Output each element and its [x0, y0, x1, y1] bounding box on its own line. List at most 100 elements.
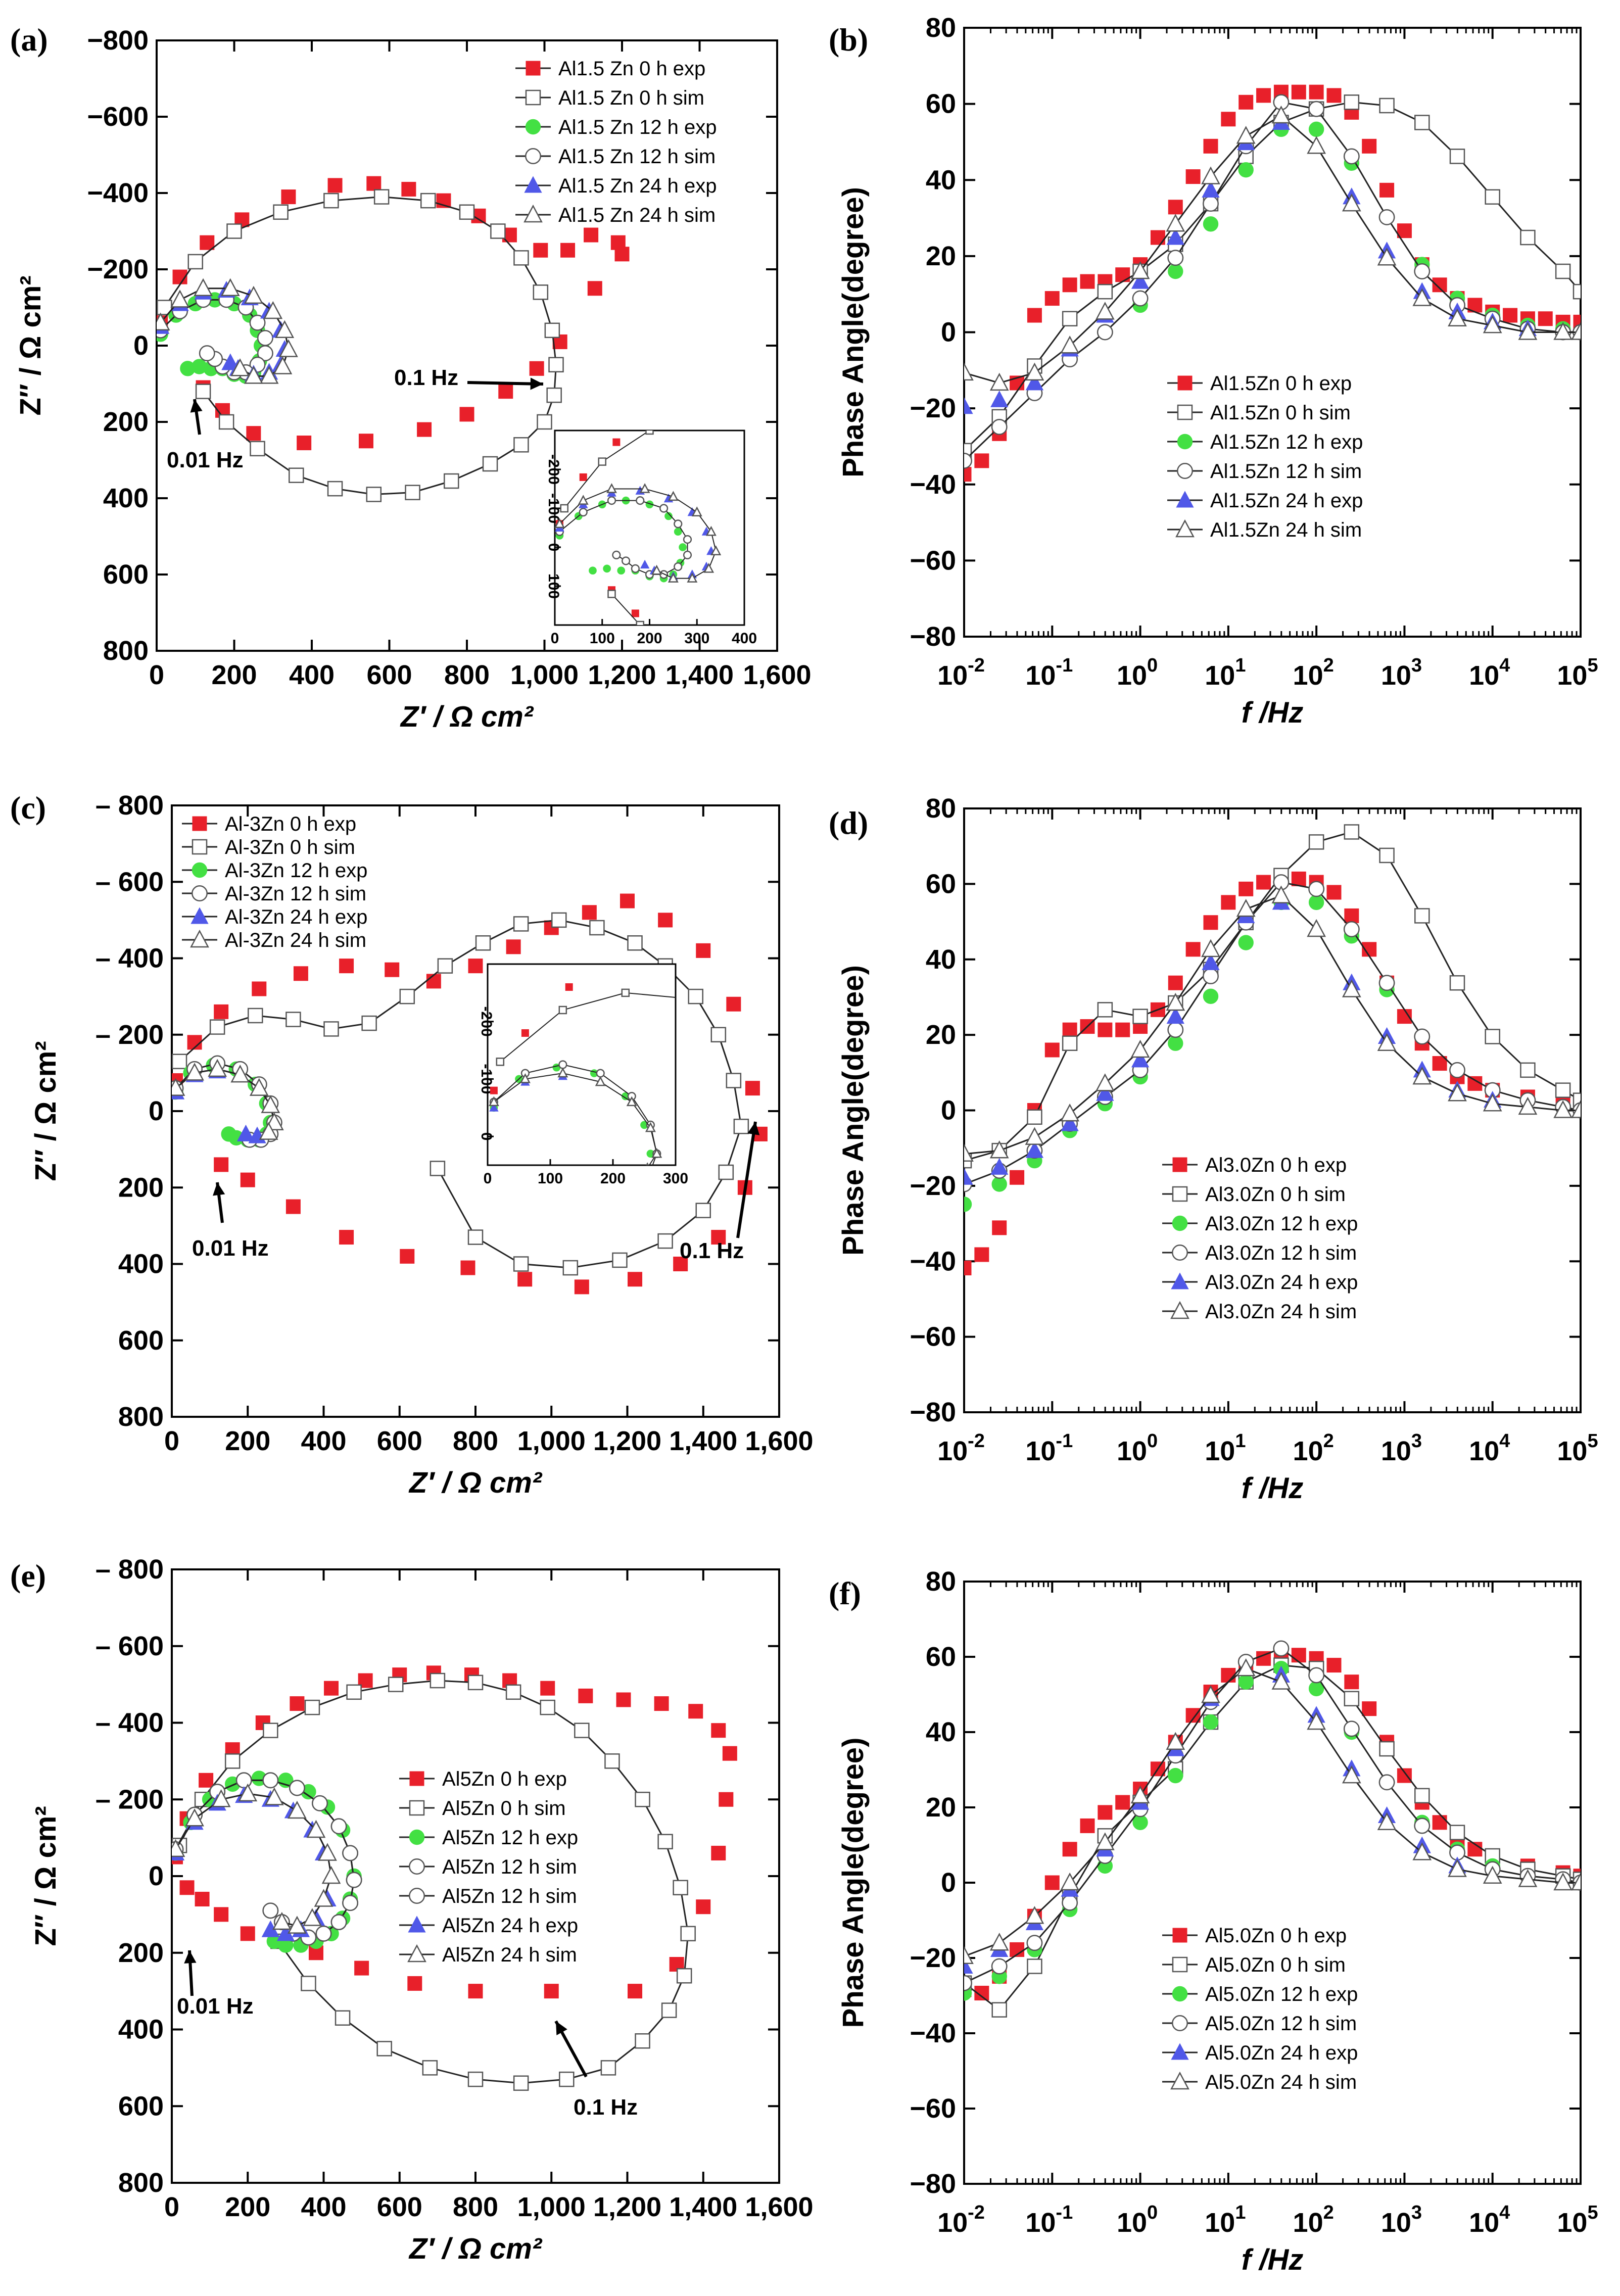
inset-data-point: [1349, 961, 1356, 968]
data-point: [407, 1976, 422, 1991]
inset-data-point: [622, 556, 631, 565]
inset-data-point: [873, 961, 880, 968]
y-axis-label: Phase Angle(degree): [837, 187, 870, 477]
x-axis-label: f /Hz: [1242, 696, 1303, 729]
inset-data-point: [817, 695, 824, 702]
y-tick-label: 0: [133, 330, 149, 361]
data-point: [459, 407, 474, 422]
data-point: [1553, 1100, 1573, 1118]
data-point: [1309, 84, 1324, 100]
legend-label: Al1.5Zn 12 h sim: [1210, 460, 1362, 483]
inset-data-point: [1299, 1328, 1306, 1335]
data-point: [1131, 1050, 1150, 1068]
inset-data-point: [1111, 857, 1118, 864]
data-point: [964, 397, 973, 414]
legend-label: Al5.0Zn 12 h exp: [1205, 1983, 1358, 2005]
tick-exponent: 2: [1323, 2202, 1334, 2223]
data-point: [1414, 1788, 1430, 1804]
inset-data-point: [612, 438, 621, 446]
x-tick-label: 1,000: [517, 2192, 586, 2222]
data-point: [574, 1723, 590, 1738]
inset-data-point: [617, 566, 626, 575]
data-point: [1343, 148, 1360, 165]
y-tick-label: −20: [910, 1943, 956, 1973]
data-point: [1414, 115, 1430, 130]
data-point: [1307, 1711, 1326, 1730]
data-point: [199, 345, 215, 362]
inset-data-point: [488, 1096, 499, 1107]
data-point: [285, 1199, 301, 1214]
tick-base: 10: [1205, 1436, 1235, 1466]
data-point: [1555, 263, 1571, 279]
legend-marker: [524, 176, 542, 193]
data-point: [293, 966, 308, 981]
data-point: [327, 178, 343, 193]
data-point: [1342, 979, 1361, 997]
data-point: [1203, 216, 1219, 232]
data-point: [1166, 1732, 1185, 1750]
data-point: [1520, 1062, 1536, 1078]
data-point: [1062, 1035, 1078, 1051]
data-point: [695, 1203, 711, 1218]
data-point: [420, 193, 436, 209]
data-point: [195, 1892, 210, 1907]
data-point: [989, 1933, 1009, 1951]
inset-series-3: [555, 496, 692, 579]
x-tick-label: 1,400: [665, 660, 734, 690]
inset-data-point: [996, 645, 1004, 652]
y-tick-label: 40: [926, 944, 956, 975]
data-point: [285, 1012, 301, 1027]
inset-data-point: [747, 1010, 754, 1017]
data-point: [1308, 101, 1325, 117]
legend-marker: [1172, 1986, 1188, 2002]
legend-label: Al-3Zn 0 h exp: [225, 813, 356, 835]
data-point: [1412, 1842, 1432, 1860]
tick-exponent: 1: [1235, 2202, 1246, 2223]
data-point: [235, 1772, 252, 1789]
data-point: [745, 1081, 760, 1096]
data-point: [1168, 1767, 1183, 1784]
data-point: [224, 1753, 241, 1769]
x-axis-label: Z′ / Ω cm²: [408, 2232, 543, 2265]
data-point: [574, 1279, 589, 1295]
legend-marker: [192, 816, 207, 831]
data-point: [1238, 935, 1254, 950]
x-tick-label: 1,600: [743, 660, 811, 690]
data-point: [490, 223, 506, 239]
data-point: [1432, 1815, 1447, 1830]
data-point: [1027, 1958, 1042, 1974]
x-tick-label: 101: [1205, 1430, 1246, 1466]
legend-label: Al5Zn 0 h exp: [442, 1768, 567, 1790]
data-point: [354, 1960, 369, 1976]
inset-data-point: [1123, 846, 1130, 853]
inset-data-point: [631, 1176, 639, 1183]
data-point: [1130, 1039, 1150, 1058]
data-point: [264, 1787, 284, 1805]
inset-data-point: [810, 1001, 817, 1008]
x-tick-label: 105: [1557, 655, 1598, 691]
data-point: [627, 935, 643, 951]
data-point: [1062, 311, 1078, 326]
data-point: [1273, 1640, 1290, 1657]
legend-label: Al3.0Zn 0 h exp: [1205, 1154, 1347, 1176]
x-axis-label: Z′ / Ω cm²: [408, 1466, 543, 1499]
tick-exponent: 3: [1411, 2202, 1422, 2223]
data-point: [964, 1143, 974, 1162]
inset-data-point: [606, 483, 617, 493]
inset-data-point: [1324, 1363, 1331, 1370]
data-point: [673, 1257, 688, 1271]
inset-data-point: [578, 495, 589, 505]
x-axis-label: f /Hz: [1242, 1472, 1303, 1505]
tick-base: 10: [1025, 2208, 1056, 2238]
data-point: [620, 893, 635, 908]
data-point: [172, 1078, 185, 1096]
x-tick-label: 103: [1381, 655, 1422, 691]
data-point: [323, 193, 339, 209]
data-point: [236, 1124, 255, 1141]
legend-label: Al1.5Zn 0 h sim: [1210, 402, 1351, 424]
y-tick-label: – 800: [96, 790, 164, 821]
data-point: [467, 2071, 484, 2087]
data-point: [537, 414, 552, 430]
inset-data-point: [646, 1162, 649, 1165]
